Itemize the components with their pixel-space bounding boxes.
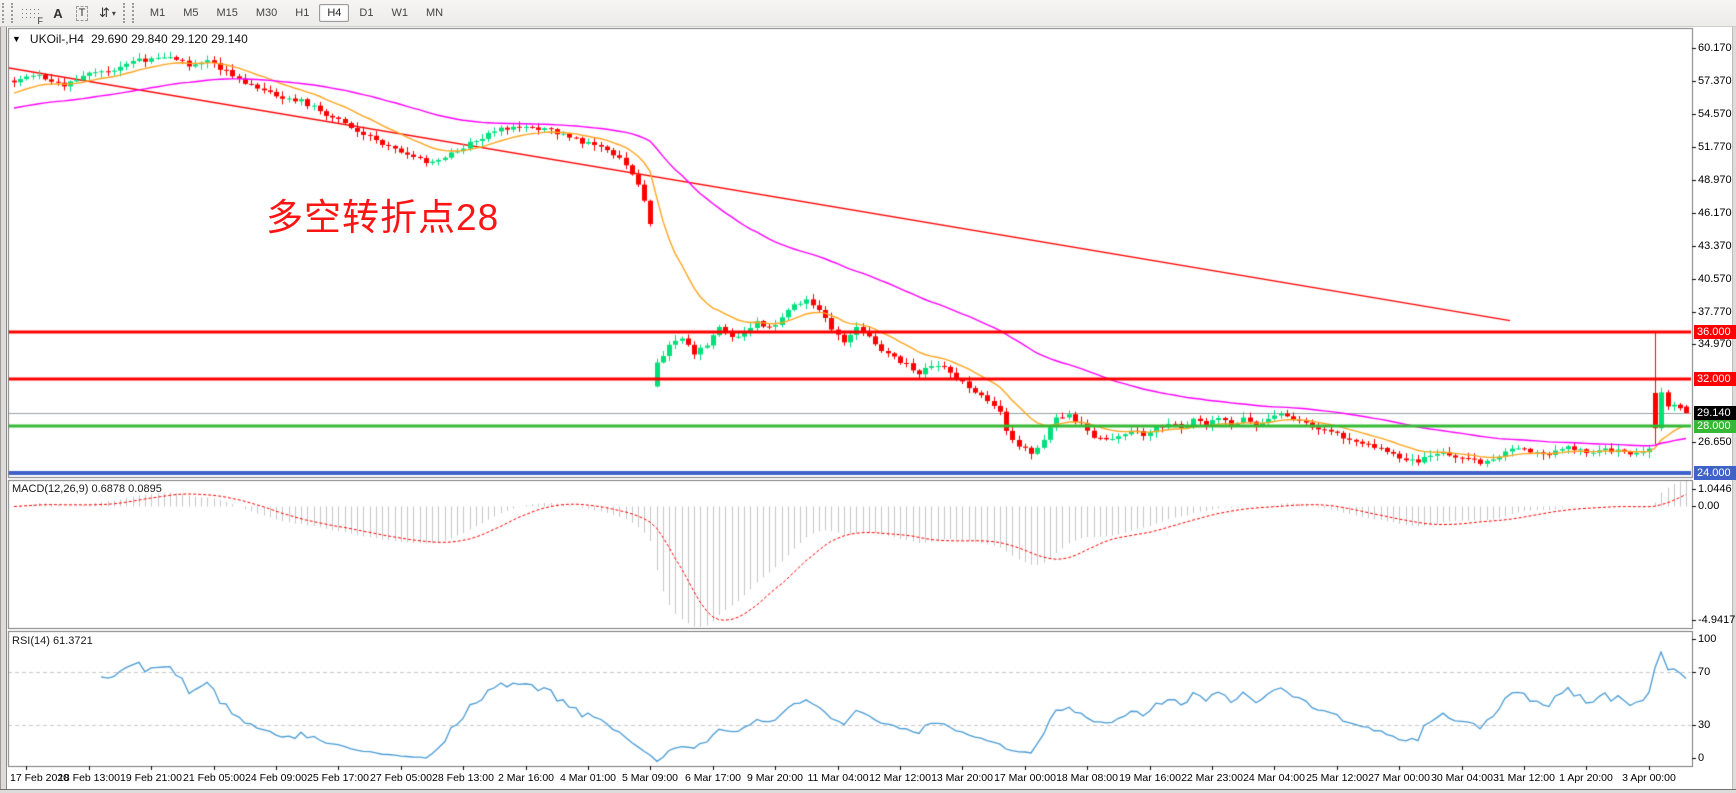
time-axis-label: 30 Mar 04:00 bbox=[1431, 772, 1493, 784]
time-axis-label: 13 Mar 20:00 bbox=[931, 772, 993, 784]
time-axis-label: 27 Mar 00:00 bbox=[1368, 772, 1430, 784]
time-axis-label: 21 Feb 05:00 bbox=[183, 772, 245, 784]
macd-axis-zero: 0.00 bbox=[1698, 500, 1720, 513]
time-axis-label: 5 Mar 09:00 bbox=[621, 772, 679, 784]
time-axis-label: 19 Mar 16:00 bbox=[1119, 772, 1181, 784]
time-axis-label: 4 Mar 01:00 bbox=[559, 772, 617, 784]
price-axis-label: 37.770 bbox=[1698, 305, 1732, 318]
rsi-axis-100: 100 bbox=[1698, 633, 1717, 645]
level-price-badge: 24.000 bbox=[1694, 466, 1736, 481]
time-axis-label: 27 Feb 05:00 bbox=[370, 772, 432, 784]
annotation-text[interactable]: 多空转折点28 bbox=[266, 197, 500, 238]
price-axis-label: 48.970 bbox=[1698, 173, 1732, 186]
chart-title: ▼ UKOil-,H4 29.690 29.840 29.120 29.140 bbox=[12, 32, 248, 46]
level-price-badge: 32.000 bbox=[1694, 372, 1736, 387]
time-axis-label: 18 Feb 13:00 bbox=[58, 772, 120, 784]
current-price-badge: 29.140 bbox=[1694, 406, 1736, 421]
price-axis-label: 43.370 bbox=[1698, 239, 1732, 252]
price-axis-label: 26.650 bbox=[1698, 436, 1732, 449]
price-axis-label: 54.570 bbox=[1698, 108, 1732, 120]
time-axis-label: 18 Mar 08:00 bbox=[1056, 772, 1118, 784]
time-axis-label: 31 Mar 12:00 bbox=[1493, 772, 1555, 784]
price-axis-label: 34.970 bbox=[1698, 338, 1732, 351]
macd-indicator-label: MACD(12,26,9) 0.6878 0.0895 bbox=[12, 483, 162, 495]
time-axis-label: 12 Mar 12:00 bbox=[869, 772, 931, 784]
time-axis-label: 17 Feb 2020 bbox=[10, 772, 69, 784]
time-axis-label: 1 Apr 20:00 bbox=[1559, 772, 1613, 784]
rsi-axis-70: 70 bbox=[1698, 665, 1711, 678]
time-axis-label: 28 Feb 13:00 bbox=[432, 772, 494, 784]
price-axis-label: 60.170 bbox=[1698, 42, 1732, 55]
time-axis-label: 9 Mar 20:00 bbox=[746, 772, 804, 784]
time-axis-label: 19 Feb 21:00 bbox=[120, 772, 182, 784]
rsi-axis-0: 0 bbox=[1698, 752, 1705, 764]
symbol-period-label: UKOil-,H4 bbox=[29, 32, 84, 46]
time-axis-label: 2 Mar 16:00 bbox=[497, 772, 555, 784]
price-axis-label: 46.170 bbox=[1698, 206, 1732, 219]
time-axis-label: 11 Mar 04:00 bbox=[807, 772, 869, 784]
macd-axis-max: 1.0446 bbox=[1698, 483, 1732, 495]
price-axis-label: 40.570 bbox=[1698, 272, 1732, 285]
time-axis-label: 3 Apr 00:00 bbox=[1622, 772, 1676, 784]
time-axis-label: 25 Feb 17:00 bbox=[307, 772, 369, 784]
price-axis-label: 51.770 bbox=[1698, 140, 1732, 153]
quick-trade-dropdown-icon[interactable]: ▼ bbox=[12, 34, 21, 44]
time-axis-label: 24 Mar 04:00 bbox=[1243, 772, 1305, 784]
level-price-badge: 28.000 bbox=[1694, 419, 1736, 434]
level-price-badge: 36.000 bbox=[1694, 325, 1736, 340]
macd-axis-min: -4.9417 bbox=[1698, 614, 1736, 626]
time-axis-label: 22 Mar 23:00 bbox=[1181, 772, 1243, 784]
rsi-axis-30: 30 bbox=[1698, 719, 1711, 732]
rsi-indicator-label: RSI(14) 61.3721 bbox=[12, 635, 93, 647]
time-axis-label: 17 Mar 00:00 bbox=[994, 772, 1056, 784]
time-axis-label: 24 Feb 09:00 bbox=[245, 772, 307, 784]
time-axis-label: 6 Mar 17:00 bbox=[684, 772, 742, 784]
price-axis-label: 57.370 bbox=[1698, 75, 1732, 88]
ohlc-readout: 29.690 29.840 29.120 29.140 bbox=[90, 32, 248, 46]
time-axis-label: 25 Mar 12:00 bbox=[1306, 772, 1368, 784]
